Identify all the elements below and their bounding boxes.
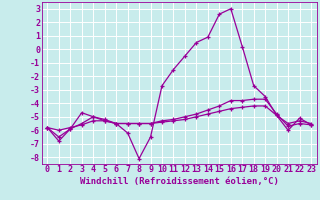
X-axis label: Windchill (Refroidissement éolien,°C): Windchill (Refroidissement éolien,°C) bbox=[80, 177, 279, 186]
